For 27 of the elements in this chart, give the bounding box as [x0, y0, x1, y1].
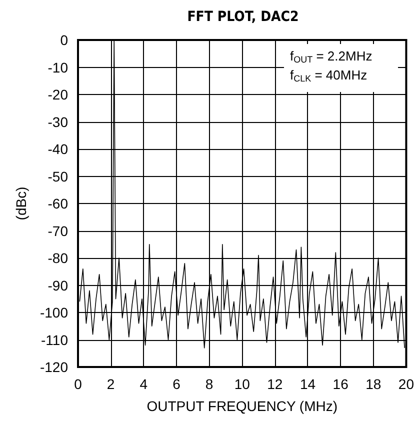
x-tick-label: 6: [172, 376, 181, 392]
y-tick-label: -50: [48, 168, 68, 184]
y-tick-label: -30: [48, 114, 68, 130]
x-tick-label: 0: [74, 376, 82, 392]
y-tick-label: -100: [40, 304, 68, 320]
x-tick-label: 4: [140, 376, 148, 392]
x-tick-label: 18: [366, 376, 382, 392]
y-tick-label: -80: [48, 250, 68, 266]
y-tick-label: -90: [48, 277, 68, 294]
y-tick-label: -60: [48, 196, 68, 212]
x-tick-label: 10: [234, 376, 250, 392]
y-tick-label: 0: [60, 32, 68, 48]
y-tick-label: -70: [48, 222, 68, 239]
y-tick-label: -120: [40, 359, 68, 375]
x-tick-label: 12: [267, 376, 283, 392]
x-tick-label: 14: [300, 376, 316, 392]
y-tick-label: -40: [48, 141, 68, 157]
chart-title: FFT PLOT, DAC2: [187, 9, 299, 25]
y-axis-title: (dBc): [13, 186, 29, 220]
x-tick-label: 2: [106, 376, 115, 392]
x-tick-label: 20: [398, 376, 414, 392]
y-tick-label: -20: [48, 86, 68, 102]
x-tick-label: 8: [205, 376, 214, 392]
y-tick-label: -110: [41, 332, 68, 348]
x-axis-title: OUTPUT FREQUENCY (MHz): [146, 398, 338, 414]
y-tick-label: -10: [48, 59, 68, 76]
x-tick-label: 16: [332, 376, 349, 392]
